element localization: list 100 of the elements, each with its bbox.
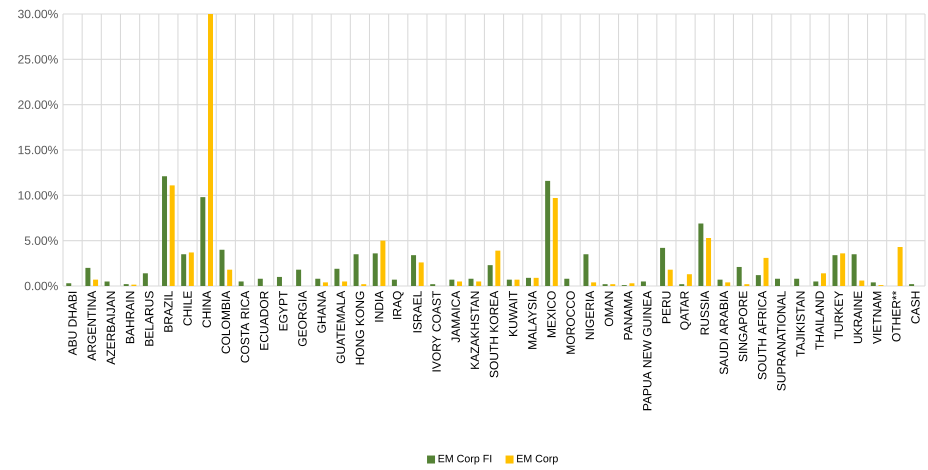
x-tick-label: CHILE <box>183 291 192 326</box>
bar <box>718 280 723 286</box>
x-tick-label: KAZAKHSTAN <box>470 292 480 370</box>
x-tick-label: QATAR <box>680 291 691 330</box>
bar <box>315 278 320 286</box>
bar <box>859 280 864 286</box>
bar <box>181 254 186 286</box>
x-tick-label: OTHER** <box>892 291 901 342</box>
bar <box>686 274 692 286</box>
x-tick-label: SUPRANATIONAL <box>777 291 786 391</box>
bar <box>629 283 634 286</box>
bar <box>219 250 224 286</box>
x-tick-label: THAILAND <box>816 291 824 350</box>
x-tick-label: IRAQ <box>392 291 404 320</box>
y-tick-label: 15.00% <box>18 146 58 154</box>
bar <box>208 14 214 286</box>
bar <box>85 268 90 286</box>
x-tick-label: EGYPT <box>279 291 288 331</box>
bar <box>488 265 493 286</box>
y-tick-label: 30.00% <box>18 10 58 18</box>
bar <box>756 275 761 286</box>
bar <box>227 270 232 286</box>
x-tick-label: MALAYSIA <box>528 290 537 350</box>
legend-label: EM Corp FI <box>438 455 492 465</box>
bar <box>640 282 646 286</box>
x-tick-label: RUSSIA <box>700 290 709 335</box>
x-tick-label: MOROCCO <box>566 291 575 354</box>
x-tick-label: ARGENTINA <box>87 290 96 361</box>
bar <box>468 278 474 286</box>
bar <box>583 254 588 286</box>
bar <box>392 280 397 286</box>
x-tick-label: SOUTH AFRICA <box>758 290 766 380</box>
bar <box>775 278 780 286</box>
x-tick-label: ABU DHABI <box>68 292 77 356</box>
x-tick-label: OMAN <box>604 292 614 326</box>
y-tick-label: 20.00% <box>18 100 58 110</box>
bar <box>764 258 769 286</box>
bar <box>457 282 462 286</box>
x-tick-label: GHANA <box>317 290 326 333</box>
bar <box>840 254 846 286</box>
bar <box>706 238 712 286</box>
bar <box>142 274 148 286</box>
bar <box>552 198 558 286</box>
y-tick-label: 25.00% <box>18 55 58 64</box>
x-tick-label: VIETNAM <box>872 292 882 344</box>
y-tick-label: 0.00% <box>24 282 58 290</box>
bar <box>104 282 110 286</box>
x-tick-label: CASH <box>911 292 920 324</box>
x-tick-label: PAPUA NEW GUINEA <box>642 290 652 410</box>
bar <box>564 278 570 286</box>
bar <box>334 268 340 286</box>
bar <box>668 270 673 286</box>
y-tick-label: 10.00% <box>18 191 58 200</box>
bar <box>93 280 98 286</box>
x-tick-label: TAJIKISTAN <box>796 292 805 357</box>
x-tick-label: ECUADOR <box>260 291 268 350</box>
bar <box>820 274 826 286</box>
bar <box>534 278 539 286</box>
x-tick-label: SAUDI ARABIA <box>720 290 728 374</box>
legend-label: EM Corp <box>517 455 558 465</box>
bar <box>170 186 175 286</box>
bar <box>162 176 168 286</box>
bar <box>832 255 838 286</box>
bar <box>276 277 282 286</box>
x-tick-label: SOUTH KOREA <box>490 290 498 378</box>
bar <box>380 240 386 286</box>
x-tick-label: UKRAINE <box>854 291 862 344</box>
x-tick-label: COLOMBIA <box>222 290 230 354</box>
x-tick-label: CHINA <box>202 290 211 328</box>
x-tick-label: BRAZIL <box>164 291 172 332</box>
x-tick-label: SINGAPORE <box>738 291 748 362</box>
x-tick-label: MEXICO <box>547 291 556 338</box>
x-tick-label: GEORGIA <box>298 290 307 346</box>
bar <box>495 250 500 286</box>
x-tick-label: GUATEMALA <box>336 290 346 364</box>
bar <box>66 283 72 286</box>
bar <box>736 267 742 286</box>
x-tick-label: COSTA RICA <box>240 290 250 363</box>
bar <box>852 254 857 286</box>
bar <box>418 262 424 286</box>
bar <box>660 248 666 286</box>
bar <box>526 278 531 286</box>
bar <box>296 270 302 286</box>
bar <box>698 224 704 286</box>
bar <box>813 282 818 286</box>
bar <box>342 282 348 286</box>
bar <box>725 282 730 286</box>
bar <box>506 280 512 286</box>
bar <box>449 280 454 286</box>
x-tick-label: NIGERIA <box>586 290 594 340</box>
x-tick-label: ISRAEL <box>413 291 422 332</box>
x-tick-label: INDIA <box>374 290 384 322</box>
y-tick-label: 5.00% <box>24 236 58 246</box>
bar <box>591 282 596 286</box>
x-tick-label: AZERBAIJAN <box>106 292 116 365</box>
bar <box>870 282 876 286</box>
x-tick-label: JAMAICA <box>451 290 460 343</box>
x-tick-label: PERU <box>662 292 671 324</box>
bar <box>514 280 520 286</box>
bar <box>794 278 800 286</box>
